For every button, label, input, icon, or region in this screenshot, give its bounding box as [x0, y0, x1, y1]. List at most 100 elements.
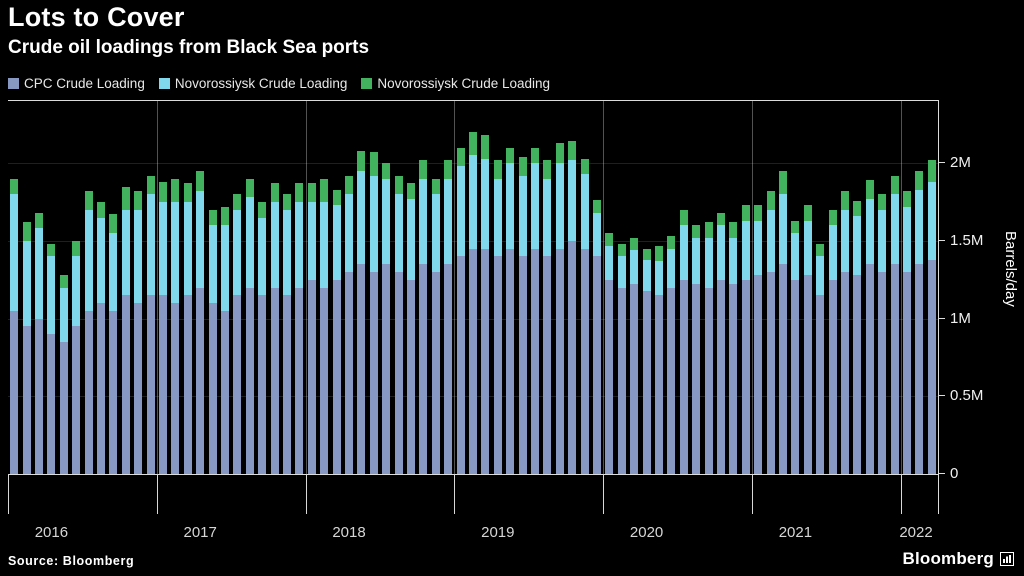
bar-segment-1: [605, 245, 614, 280]
bar-segment-0: [655, 295, 663, 474]
bar-segment-1: [109, 233, 118, 311]
grid-vline-year: [454, 101, 455, 474]
bar-segment-2: [555, 142, 564, 164]
bar-segment-2: [927, 160, 936, 182]
bar-segment-2: [655, 245, 663, 262]
y-axis-title: Barrels/day: [1002, 231, 1019, 307]
bar-segment-2: [431, 178, 440, 195]
bar-segment-0: [469, 248, 477, 474]
bar-2017-03: [183, 183, 192, 474]
bar-segment-2: [828, 209, 837, 226]
bar-2016-12: [146, 175, 155, 474]
bar-segment-0: [233, 295, 242, 474]
bar-2021-01: [754, 205, 763, 474]
bar-segment-0: [47, 334, 56, 474]
bar-segment-0: [270, 287, 279, 474]
bar-segment-0: [518, 256, 527, 474]
bar-segment-1: [196, 191, 205, 288]
bar-segment-1: [865, 198, 874, 265]
bar-segment-0: [903, 271, 911, 474]
bar-segment-0: [332, 279, 341, 474]
bar-segment-2: [642, 248, 651, 260]
bar-segment-0: [803, 275, 812, 474]
bar-2016-01: [10, 178, 19, 474]
bar-segment-1: [419, 178, 428, 265]
plot-area: [8, 100, 938, 475]
bar-segment-0: [841, 271, 849, 474]
bar-2019-05: [506, 147, 515, 474]
bar-segment-2: [456, 147, 465, 167]
y-axis-tick-label: 2M: [950, 154, 971, 172]
x-axis-year-label: 2021: [778, 524, 813, 541]
bar-segment-0: [766, 271, 775, 474]
bar-segment-0: [779, 264, 787, 474]
bar-segment-0: [382, 264, 391, 474]
bar-segment-2: [208, 209, 217, 226]
bar-segment-1: [59, 287, 68, 342]
bar-segment-1: [283, 209, 291, 296]
bar-2017-04: [196, 170, 205, 474]
bar-segment-2: [493, 160, 502, 179]
bar-2020-05: [655, 245, 663, 474]
bar-2016-07: [84, 191, 93, 474]
bar-segment-1: [803, 220, 812, 276]
bar-segment-2: [915, 170, 924, 190]
bar-segment-0: [258, 295, 267, 474]
bar-segment-2: [543, 160, 552, 179]
bar-segment-2: [779, 170, 787, 195]
bar-segment-2: [531, 147, 539, 164]
bar-segment-0: [22, 326, 31, 474]
bar-segment-0: [295, 287, 304, 474]
bar-segment-1: [481, 158, 490, 249]
bar-segment-2: [580, 158, 589, 175]
bar-segment-1: [47, 256, 56, 335]
bar-2021-02: [766, 191, 775, 474]
bar-2016-05: [59, 275, 68, 474]
bar-segment-0: [109, 310, 118, 474]
bar-2019-08: [543, 160, 552, 474]
bar-segment-1: [221, 225, 229, 311]
x-axis-year-label: 2018: [332, 524, 366, 541]
bar-2020-10: [717, 212, 725, 474]
bar-2018-06: [369, 152, 378, 474]
bar-2017-01: [159, 181, 167, 474]
bar-segment-1: [345, 194, 353, 272]
bar-segment-0: [915, 264, 924, 474]
bar-2020-12: [741, 205, 750, 474]
bar-2018-11: [431, 178, 440, 474]
grid-vline-year: [157, 101, 158, 474]
bar-segment-1: [580, 174, 589, 249]
bar-2021-10: [865, 180, 874, 474]
chart-title: Lots to Cover: [8, 2, 185, 32]
bar-segment-2: [59, 275, 68, 288]
bar-segment-2: [307, 183, 316, 203]
bar-segment-1: [630, 250, 639, 285]
bar-segment-0: [146, 295, 155, 474]
bar-segment-2: [332, 189, 341, 206]
bar-2020-04: [642, 248, 651, 474]
bar-segment-0: [369, 271, 378, 474]
bar-2020-06: [667, 236, 676, 474]
bar-segment-0: [865, 264, 874, 474]
bar-segment-2: [717, 212, 725, 226]
bar-segment-0: [816, 295, 825, 474]
bar-segment-0: [642, 290, 651, 474]
bar-2020-02: [617, 244, 626, 474]
bar-segment-1: [617, 256, 626, 288]
x-axis-year-tick: [901, 474, 902, 514]
bar-segment-1: [84, 209, 93, 311]
bar-2016-08: [97, 202, 105, 474]
bar-segment-1: [382, 178, 391, 265]
bar-2017-06: [221, 206, 229, 474]
bar-segment-2: [97, 202, 105, 218]
legend-label-novo-green: Novorossiysk Crude Loading: [377, 76, 551, 91]
x-axis-strip: [8, 474, 938, 514]
bar-2017-05: [208, 209, 217, 474]
bar-segment-2: [667, 236, 676, 249]
bar-segment-1: [10, 194, 19, 311]
bar-segment-1: [853, 216, 862, 276]
bar-segment-1: [878, 209, 887, 272]
bar-2018-05: [357, 150, 366, 474]
bar-segment-0: [927, 259, 936, 474]
